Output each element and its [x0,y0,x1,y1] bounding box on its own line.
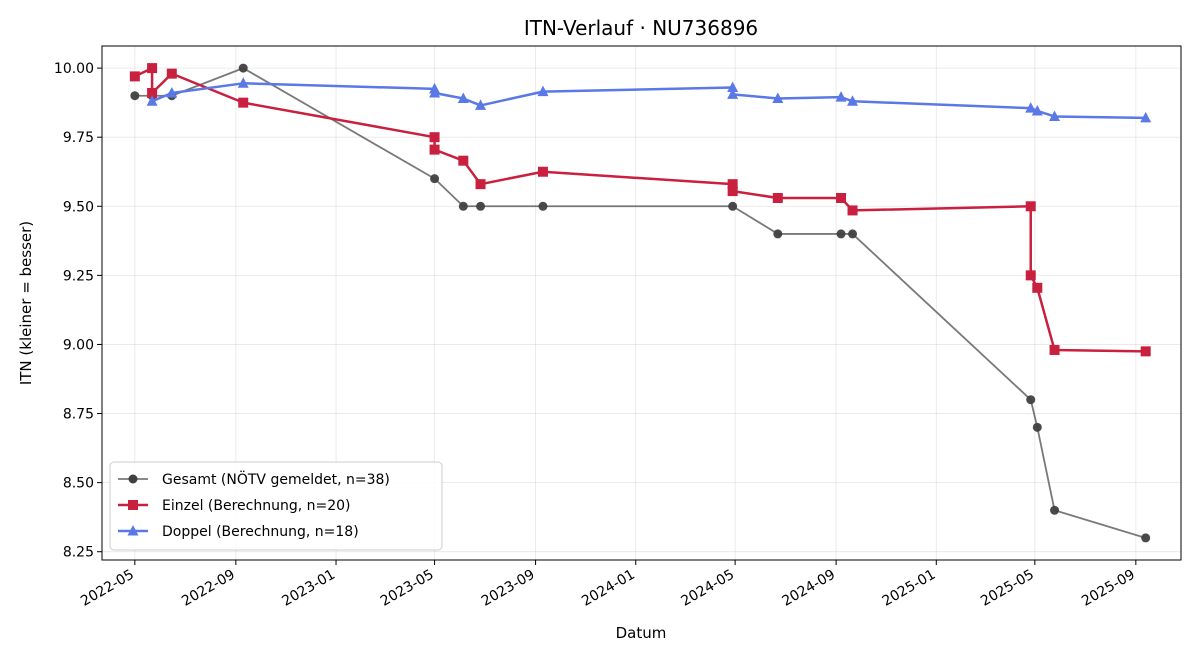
x-tick-label: 2024-09 [779,567,838,610]
data-point [458,201,468,211]
data-point [475,179,486,190]
legend-label: Gesamt (NÖTV gemeldet, n=38) [162,470,390,488]
x-axis-label: Datum [616,624,667,642]
data-point [1049,110,1061,121]
data-point [836,192,847,203]
data-point [166,86,178,98]
data-point [727,186,738,197]
x-tick-label: 2022-09 [179,567,238,610]
data-point [458,155,469,166]
data-point [429,132,440,143]
legend-label: Doppel (Berechnung, n=18) [162,524,359,540]
data-point [537,85,549,97]
data-point [476,201,486,211]
data-point [1141,533,1151,543]
data-point [538,201,548,211]
data-point [430,174,440,184]
legend-box [109,461,443,551]
data-point [1025,270,1036,281]
data-point [1049,344,1060,355]
data-point [1140,111,1152,123]
data-point [237,77,249,88]
x-tick-label: 2022-05 [78,567,137,610]
data-point [728,201,738,211]
data-point [835,91,847,102]
data-point [1025,201,1036,212]
plot-frame [101,45,1182,561]
data-point [847,205,858,216]
data-point [847,95,859,106]
data-point [773,229,783,239]
data-point [848,229,858,239]
data-point [1140,346,1151,357]
data-point [238,63,248,73]
x-tick-label: 2024-05 [678,567,737,610]
data-point [727,81,739,92]
legend-marker [128,474,138,484]
y-tick-label: 8.25 [63,545,94,561]
data-point [129,71,140,82]
x-tick-label: 2025-05 [978,567,1037,610]
y-tick-label: 8.50 [63,476,94,492]
x-tick-label: 2023-05 [378,567,437,610]
data-point [537,166,548,177]
legend: Gesamt (NÖTV gemeldet, n=38) Einzel (Bere… [109,461,443,551]
data-point [836,229,846,239]
x-tick-label: 2023-01 [279,567,338,610]
data-point [727,179,738,190]
legend-marker [128,500,138,510]
series-line [134,67,1146,539]
data-point [1026,395,1036,405]
x-tick-label: 2025-01 [880,567,939,610]
legend-label: Einzel (Berechnung, n=20) [162,498,351,514]
data-point [772,92,784,104]
data-point [457,92,469,104]
legend-marker [127,525,139,536]
data-point [772,192,783,203]
series-group [129,63,1152,543]
data-point [1050,505,1060,515]
data-point [429,144,440,155]
data-point [1031,104,1043,116]
data-point [1032,282,1043,293]
series-circle [130,63,1151,543]
series-triangle [146,77,1152,123]
series-line [134,66,1146,353]
data-point [727,88,739,99]
data-point [130,91,140,101]
data-point [146,95,158,106]
x-tick-label: 2023-09 [479,567,538,610]
y-tick-label: 8.75 [63,407,94,423]
data-point [147,63,158,74]
y-tick-label: 9.75 [63,130,94,146]
chart-title: ITN-Verlauf · NU736896 [524,16,758,40]
data-point [147,87,158,98]
data-point [475,99,487,110]
series-square [129,63,1151,357]
y-tick-label: 9.50 [63,199,94,215]
y-axis-label: ITN (kleiner = besser) [17,221,35,385]
y-tick-label: 10.00 [54,61,94,77]
x-tick-label: 2025-09 [1079,567,1138,610]
data-point [238,97,249,108]
y-tick-label: 9.25 [63,268,94,284]
y-tick-label: 9.00 [63,337,94,353]
x-tick-label: 2024-01 [579,567,638,610]
data-point [166,68,177,79]
data-point [429,86,441,98]
data-point [1032,422,1042,432]
data-point [1025,102,1037,113]
